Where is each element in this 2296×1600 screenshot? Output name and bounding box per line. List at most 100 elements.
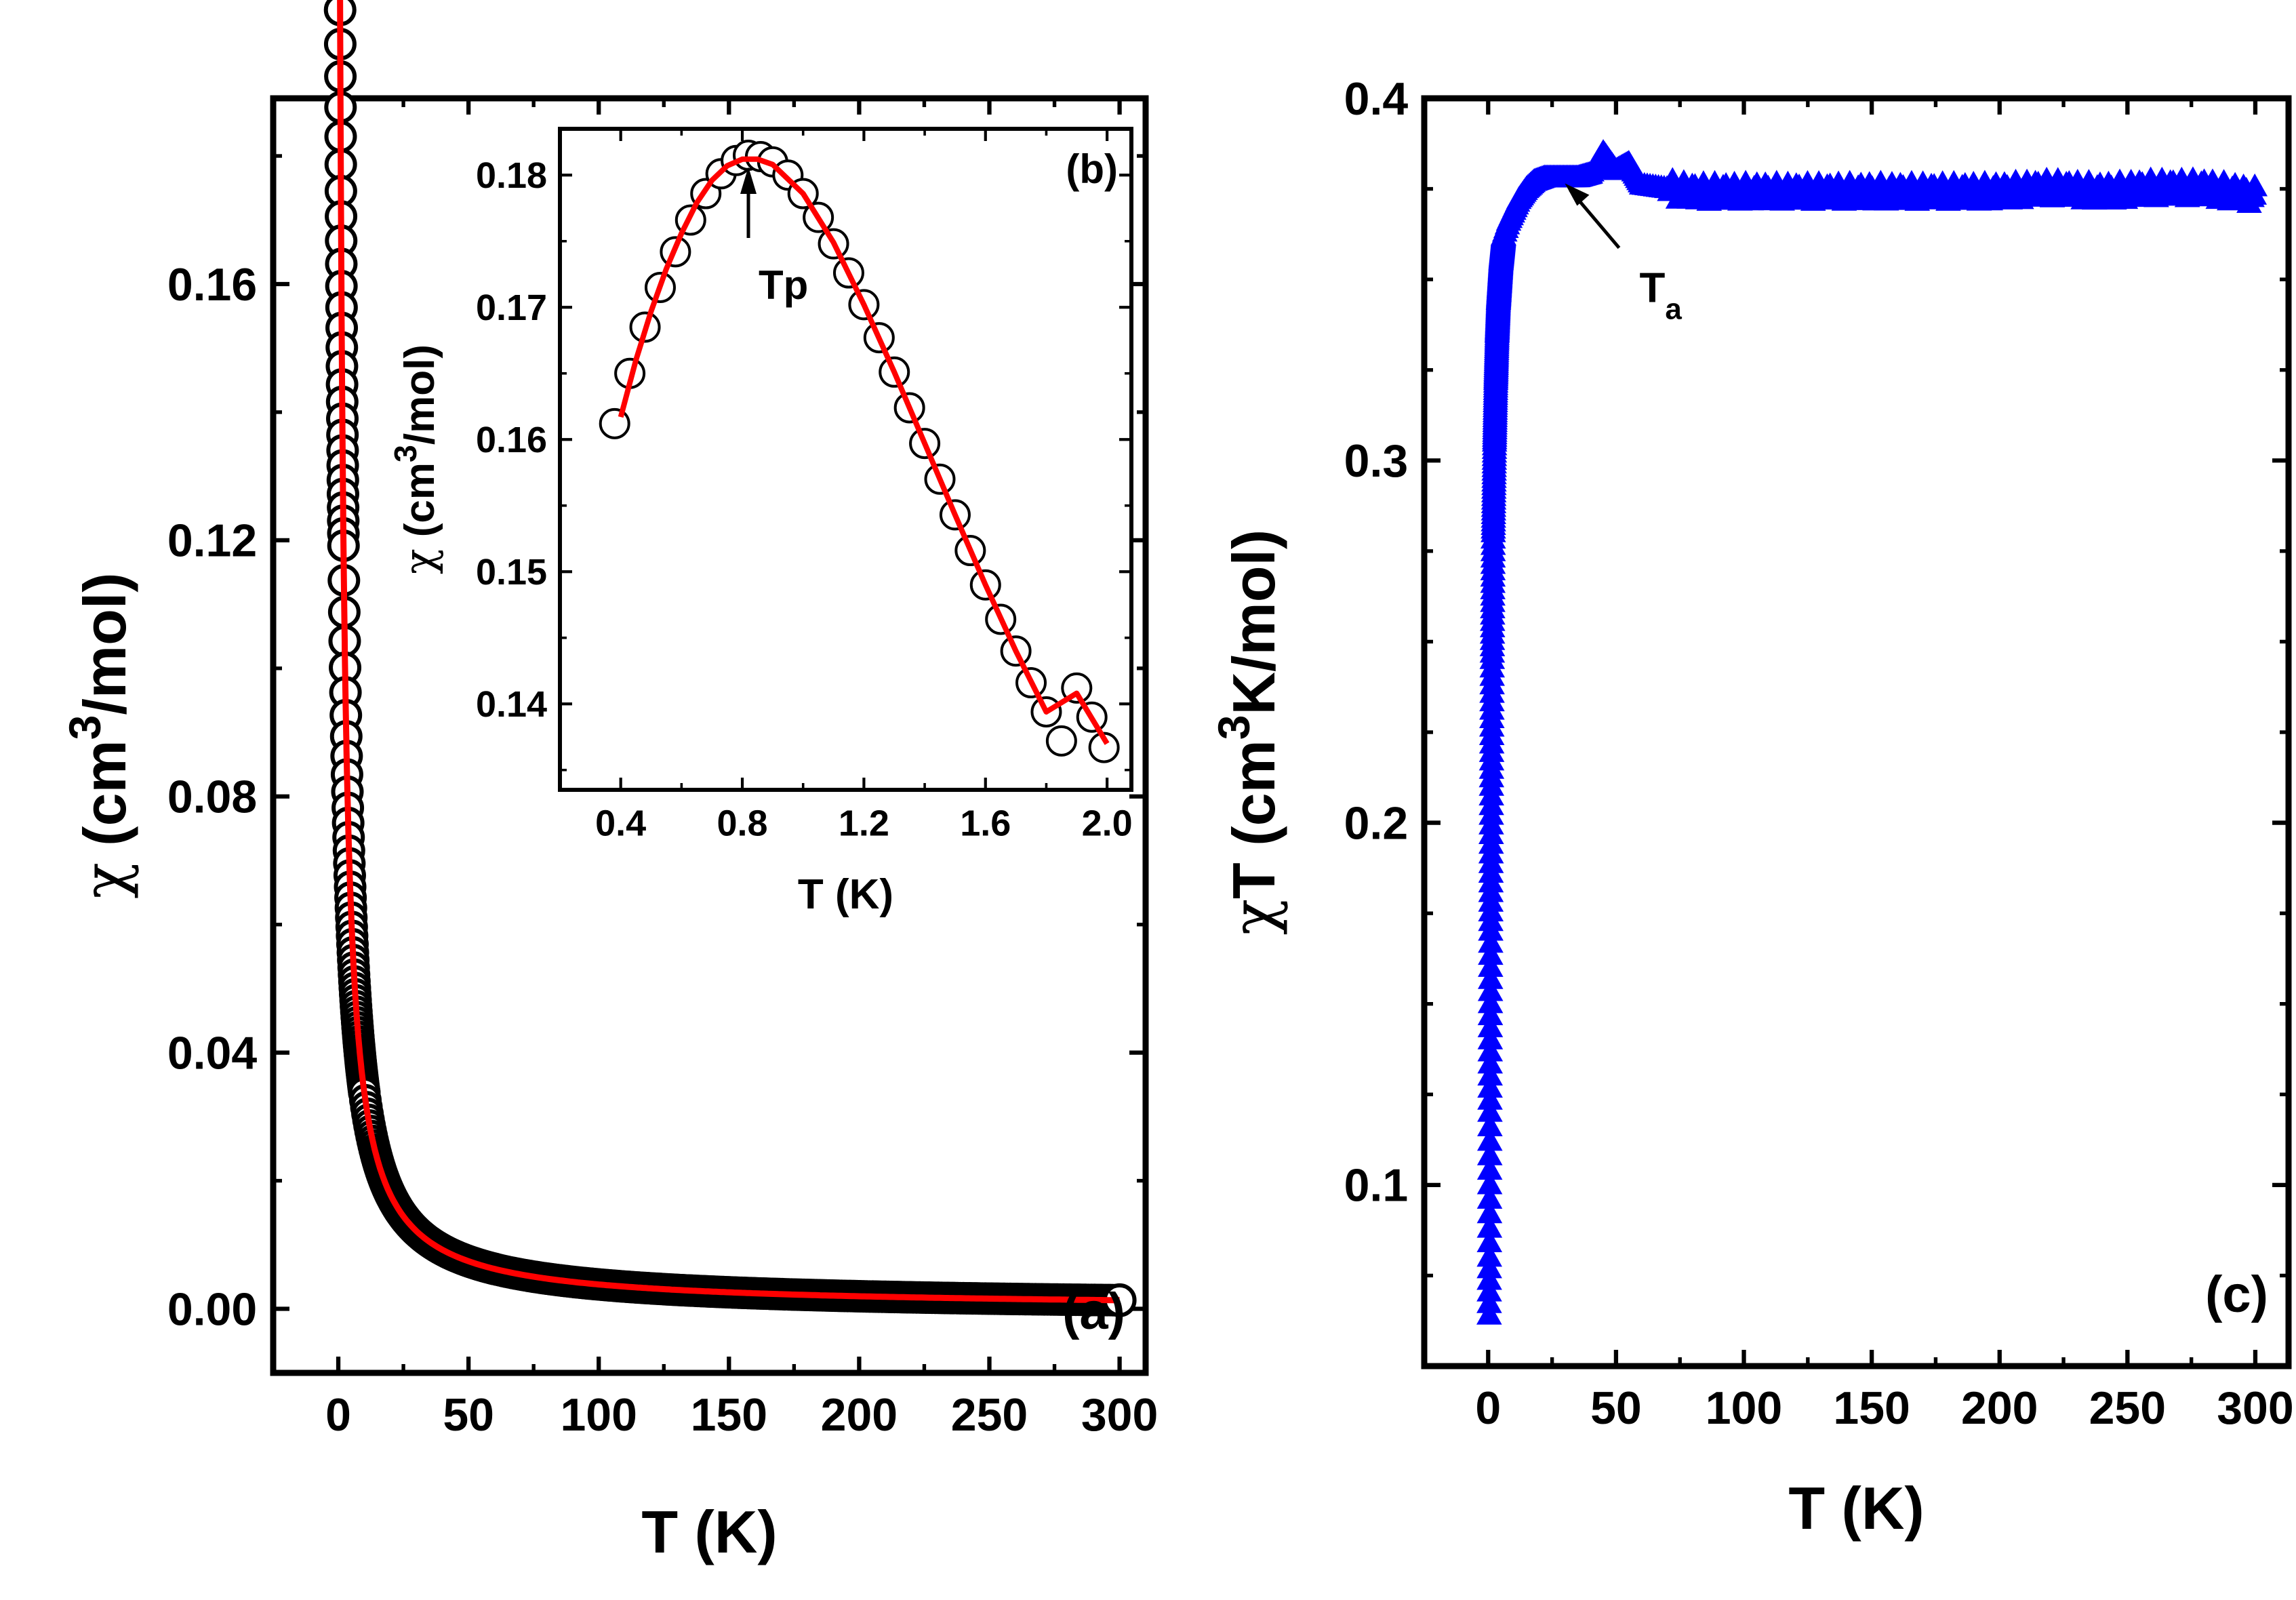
x-tick-label: 2.0 <box>1082 803 1133 844</box>
data-point <box>1478 1100 1502 1121</box>
data-point <box>1477 978 1504 1001</box>
data-point <box>1477 1014 1504 1037</box>
data-point <box>1655 176 1679 198</box>
data-point <box>1497 209 1520 231</box>
y-tick-label: 0.16 <box>476 420 547 460</box>
data-point <box>1476 1186 1503 1209</box>
y-tick-label: 0.18 <box>476 155 547 196</box>
tp-arrowhead <box>740 166 757 194</box>
panel-label-a: (a) <box>1062 1283 1125 1340</box>
data-point <box>1476 1157 1503 1180</box>
x-tick-label: 1.6 <box>960 803 1011 844</box>
data-point <box>1484 368 1508 390</box>
data-point <box>2141 176 2165 198</box>
plot-frame <box>558 127 1133 792</box>
x-tick-label: 0.8 <box>717 803 768 844</box>
x-tick-label: 1.2 <box>839 803 889 844</box>
data-point <box>1476 1255 1502 1279</box>
data-point <box>1502 198 1526 220</box>
data-point <box>1477 1002 1504 1026</box>
data-point <box>1885 180 1909 201</box>
y-tick-label: 0.04 <box>167 1027 258 1079</box>
data-point <box>1988 180 2011 201</box>
data-point <box>1478 954 1504 977</box>
panel-b-inset: 0.4 0.8 1.2 1.6 2.0 0.14 0.15 0.16 0.17 0.18 T (K)… <box>388 127 1133 918</box>
x-tick-label: 50 <box>1590 1382 1642 1434</box>
plot-frame <box>1421 95 2292 1369</box>
data-point <box>1477 1026 1504 1049</box>
x-tick-label: 200 <box>821 1389 898 1441</box>
y-axis-title-symbol: χ <box>395 548 444 574</box>
fit-line-a <box>337 0 1120 1304</box>
data-point <box>1579 162 1603 183</box>
data-point <box>1478 1245 1502 1266</box>
x-tick-label: 100 <box>1706 1382 1782 1434</box>
data-point <box>2243 184 2268 205</box>
data-point <box>1476 1214 1503 1238</box>
data-point <box>1476 1278 1502 1302</box>
data-point <box>1483 430 1506 452</box>
y-tick-label: 0.14 <box>476 684 547 725</box>
y-tick-label: 0.12 <box>167 515 257 567</box>
y-tick-label: 0.1 <box>1344 1160 1409 1212</box>
data-point <box>2090 180 2114 201</box>
data-point <box>1476 1142 1503 1165</box>
x-tick-label: 150 <box>1833 1382 1910 1434</box>
data-point <box>1680 180 1705 201</box>
y-tick-label: 0.2 <box>1344 797 1409 849</box>
x-tick-label: 300 <box>2217 1382 2293 1434</box>
data-point <box>1834 180 1858 201</box>
y-tick-label: 0.4 <box>1344 73 1409 125</box>
panel-label-b: (b) <box>1066 146 1118 192</box>
x-tick-label: 100 <box>560 1389 637 1441</box>
y-axis-title-symbol: χ <box>1219 899 1289 935</box>
data-point <box>1489 249 1513 271</box>
tp-label: Tp <box>759 262 808 308</box>
data-point <box>1477 1075 1503 1098</box>
data-point <box>1477 1050 1504 1074</box>
y-tick-label: 0.17 <box>476 287 547 328</box>
data-point <box>2192 176 2216 198</box>
fit-line-b <box>618 156 1110 745</box>
data-point <box>1937 180 1960 201</box>
x-tick-label: 300 <box>1081 1389 1158 1441</box>
x-tick-label: 0 <box>1475 1382 1501 1434</box>
y-axis-title: χ (cm3/mol) <box>60 572 140 898</box>
x-tick-label: 200 <box>1961 1382 2038 1434</box>
x-tick-label: 150 <box>691 1389 767 1441</box>
ta-label-sub: a <box>1665 292 1682 325</box>
data-point <box>1476 1127 1503 1151</box>
data-point <box>1480 774 1504 795</box>
data-point <box>1491 224 1516 245</box>
x-tick-label: 250 <box>2089 1382 2166 1434</box>
y-tick-label: 0.08 <box>167 772 257 823</box>
x-tick-label: 0 <box>325 1389 351 1441</box>
data-point <box>1477 1113 1503 1136</box>
data-point <box>1045 725 1077 757</box>
data-point <box>1088 732 1120 763</box>
x-tick-label: 250 <box>951 1389 1028 1441</box>
data-point <box>1478 919 1503 940</box>
data-point <box>1732 180 1756 201</box>
data-series-c <box>1476 139 2268 1325</box>
y-tick-label: 0.15 <box>476 552 547 593</box>
data-point <box>1604 158 1628 180</box>
data-point <box>1485 321 1509 342</box>
data-point <box>1478 942 1504 965</box>
ta-arrowhead <box>1565 183 1590 206</box>
y-axis-title-sup: 3 <box>388 445 423 462</box>
y-axis-title-unit-close: /mol) <box>397 344 443 445</box>
data-point <box>1487 289 1510 310</box>
y-axis-title-unit-open: (cm <box>71 740 138 862</box>
x-axis-title: T (K) <box>798 871 893 918</box>
panel-label-c: (c) <box>2205 1266 2268 1323</box>
y-axis-title-sup: 3 <box>1209 715 1259 740</box>
y-axis-title-unit-close: /mol) <box>71 572 138 715</box>
ta-label-main: T <box>1639 265 1665 312</box>
x-axis-title: T (K) <box>1788 1475 1924 1542</box>
data-point <box>2039 176 2063 198</box>
data-point <box>1477 1038 1504 1062</box>
data-point <box>1477 966 1504 989</box>
